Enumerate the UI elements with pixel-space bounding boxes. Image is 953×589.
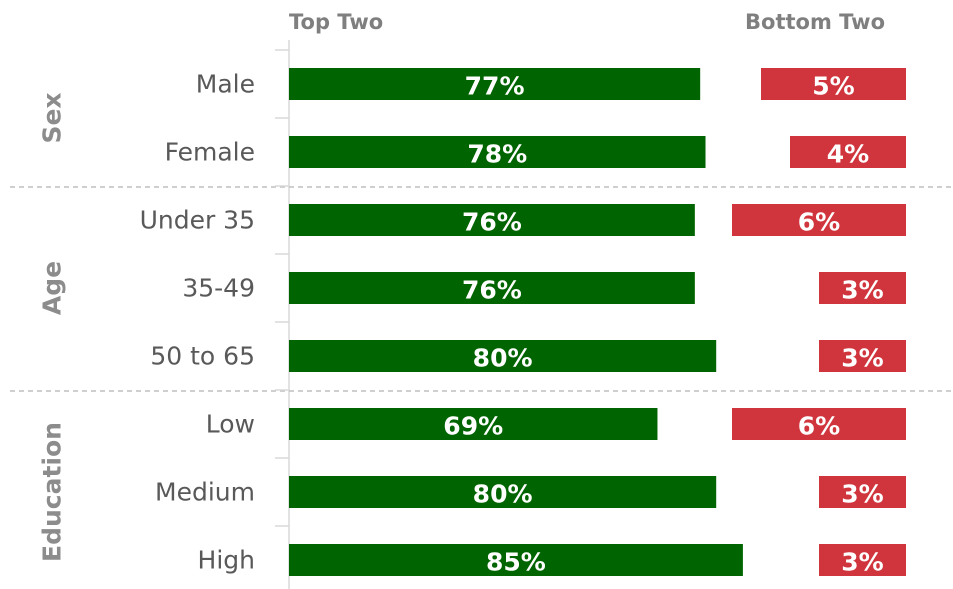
data-label: 3% xyxy=(841,344,883,373)
bar xyxy=(732,408,906,440)
group-label: Age xyxy=(38,261,67,315)
data-label: 6% xyxy=(798,208,840,237)
data-label: 80% xyxy=(473,480,533,509)
data-label: 3% xyxy=(841,548,883,577)
category-label: Low xyxy=(206,410,255,439)
category-label: 50 to 65 xyxy=(150,342,255,371)
category-label: 35-49 xyxy=(182,274,255,303)
data-label: 5% xyxy=(812,72,854,101)
bar xyxy=(289,68,701,100)
data-label: 3% xyxy=(841,276,883,305)
data-label: 69% xyxy=(443,412,503,441)
data-label: 3% xyxy=(841,480,883,509)
bar xyxy=(790,136,906,168)
category-label: Medium xyxy=(155,478,255,507)
group-label: Sex xyxy=(38,92,67,143)
bar xyxy=(289,136,706,168)
category-label: High xyxy=(198,546,255,575)
series-header: Top Two xyxy=(289,10,383,34)
bar xyxy=(289,340,717,372)
category-label: Male xyxy=(196,70,255,99)
bar xyxy=(819,340,906,372)
bar xyxy=(819,272,906,304)
data-label: 76% xyxy=(462,208,522,237)
bar xyxy=(289,272,695,304)
bar xyxy=(289,544,743,576)
bar xyxy=(761,68,906,100)
data-label: 4% xyxy=(827,140,869,169)
bar xyxy=(289,408,658,440)
bar xyxy=(732,204,906,236)
data-label: 76% xyxy=(462,276,522,305)
data-label: 77% xyxy=(465,72,525,101)
data-label: 78% xyxy=(467,140,527,169)
data-label: 6% xyxy=(798,412,840,441)
data-label: 85% xyxy=(486,548,546,577)
bar xyxy=(289,476,717,508)
bar xyxy=(289,204,695,236)
category-label: Female xyxy=(165,138,255,167)
bar xyxy=(819,544,906,576)
series-header: Bottom Two xyxy=(745,10,885,34)
data-label: 80% xyxy=(473,344,533,373)
bar xyxy=(819,476,906,508)
category-label: Under 35 xyxy=(140,206,255,235)
group-label: Education xyxy=(38,422,67,562)
